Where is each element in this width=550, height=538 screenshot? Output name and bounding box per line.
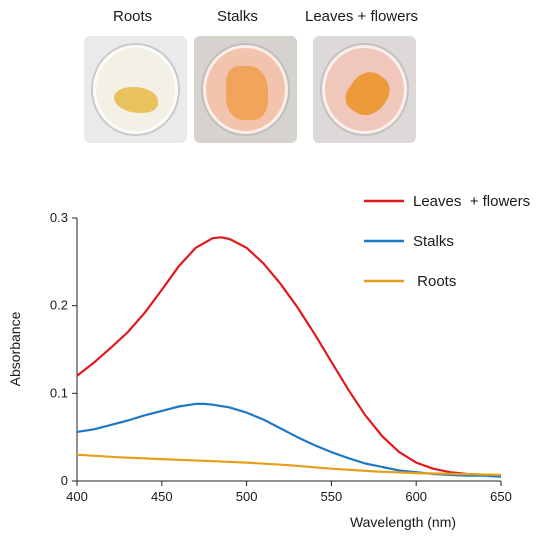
photo-label-roots: Roots bbox=[113, 8, 153, 25]
series-line-0 bbox=[76, 236, 502, 477]
legend-label-2: Roots bbox=[413, 273, 456, 290]
x-tick-label: 550 bbox=[321, 489, 343, 504]
y-tick-label: 0 bbox=[61, 473, 68, 488]
roots-tissue bbox=[114, 87, 158, 113]
roots-sample-photo bbox=[84, 36, 187, 143]
x-tick-label: 450 bbox=[151, 489, 173, 504]
series-line-2 bbox=[76, 453, 502, 476]
photo-label-leaves-flowers: Leaves + flowers bbox=[305, 8, 418, 25]
series-lines bbox=[76, 236, 502, 478]
photo-label-stalks: Stalks bbox=[217, 8, 258, 25]
y-tick-label: 0.2 bbox=[50, 298, 68, 313]
leaves-flowers-sample-photo bbox=[313, 36, 416, 143]
legend-label-0: Leaves + flowers bbox=[413, 193, 530, 210]
x-axis-title: Wavelength (nm) bbox=[350, 514, 456, 530]
chart-legend: Leaves + flowers Stalks Roots bbox=[364, 193, 530, 290]
x-tick-label: 500 bbox=[236, 489, 258, 504]
legend-label-1: Stalks bbox=[413, 233, 454, 250]
stalks-sample-photo bbox=[194, 36, 297, 143]
y-tick-label: 0.3 bbox=[50, 210, 68, 225]
x-tick-label: 650 bbox=[490, 489, 512, 504]
chart-axes: 400 450 500 550 600 650 0 0.1 0.2 0.3 bbox=[50, 210, 512, 504]
y-tick-label: 0.1 bbox=[50, 385, 68, 400]
x-tick-label: 600 bbox=[405, 489, 427, 504]
stalks-tissue bbox=[226, 66, 268, 120]
y-axis-title: Absorbance bbox=[7, 311, 23, 386]
x-tick-label: 400 bbox=[66, 489, 88, 504]
